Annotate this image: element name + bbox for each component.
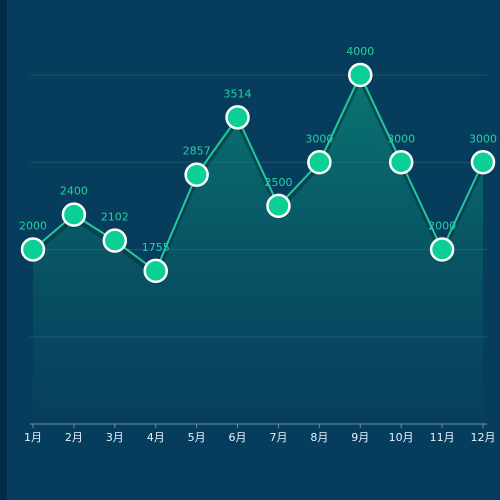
x-tick-label-8: 8月 — [310, 431, 328, 444]
x-tick-label-11: 11月 — [430, 431, 455, 444]
data-label-group: 2000 2400 2102 1755 2857 3514 2500 3000 4000 3000… — [19, 45, 497, 254]
x-tick-label-12: 12月 — [471, 431, 496, 444]
data-point-1[interactable] — [20, 237, 46, 262]
data-point-8[interactable] — [307, 150, 332, 175]
data-label-11: 2000 — [428, 220, 456, 233]
data-label-5: 2857 — [183, 145, 211, 158]
data-point-11[interactable] — [429, 237, 455, 262]
data-point-2[interactable] — [61, 202, 87, 227]
x-tick-label-1: 1月 — [24, 431, 42, 444]
data-label-7: 2500 — [264, 176, 292, 189]
data-point-7[interactable] — [266, 193, 291, 219]
x-tick-label-2: 2月 — [65, 431, 83, 444]
x-tick-label-9: 9月 — [351, 431, 369, 444]
area-fill-group — [33, 75, 483, 424]
x-tick-label-7: 7月 — [269, 431, 287, 444]
data-label-1: 2000 — [19, 220, 47, 233]
data-label-8: 3000 — [305, 132, 333, 145]
data-label-4: 1755 — [142, 241, 170, 254]
data-label-9: 4000 — [346, 45, 374, 58]
x-axis: 1月 2月 3月 4月 5月 6月 7月 8月 9月 10月 11月 12月 — [24, 423, 496, 444]
data-label-6: 3514 — [224, 87, 252, 100]
series-area-fill — [33, 75, 483, 424]
x-tick-label-5: 5月 — [188, 431, 206, 444]
data-point-3[interactable] — [102, 228, 128, 253]
data-point-4[interactable] — [143, 258, 168, 284]
x-tick-label-3: 3月 — [106, 431, 124, 444]
data-point-6[interactable] — [225, 105, 250, 130]
data-point-10[interactable] — [388, 150, 414, 175]
data-point-5[interactable] — [184, 162, 209, 187]
data-label-3: 2102 — [101, 211, 129, 224]
x-tick-label-6: 6月 — [229, 431, 247, 444]
x-tick-label-4: 4月 — [147, 431, 165, 444]
x-tick-label-10: 10月 — [389, 431, 414, 444]
data-point-group — [20, 62, 496, 284]
data-label-10: 3000 — [387, 132, 415, 145]
data-label-12: 3000 — [469, 132, 497, 145]
data-label-2: 2400 — [60, 185, 88, 198]
data-point-9[interactable] — [348, 62, 373, 88]
data-point-12[interactable] — [470, 150, 496, 175]
